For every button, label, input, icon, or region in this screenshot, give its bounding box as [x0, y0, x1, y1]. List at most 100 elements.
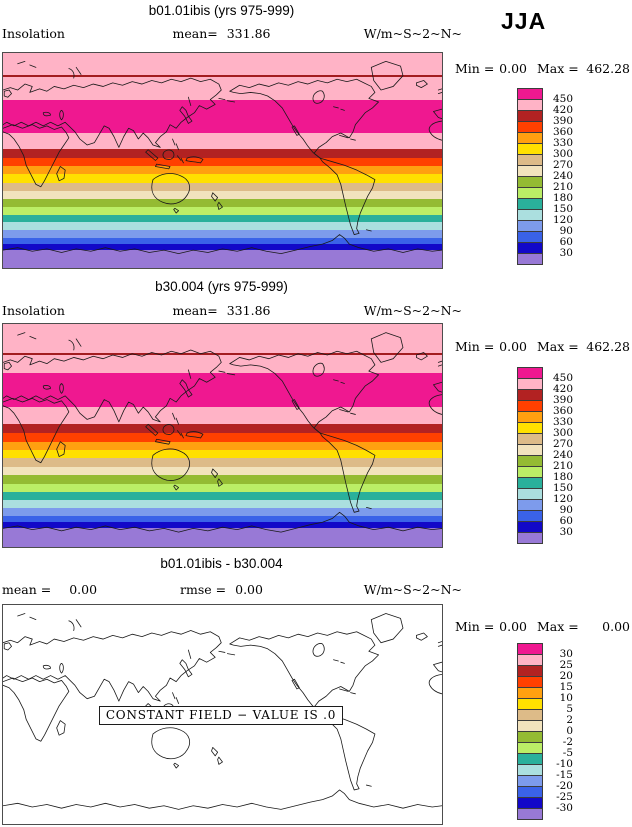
colorbar-level-label: -5 [562, 747, 573, 759]
min-value: 0.00 [499, 619, 527, 634]
min-label: Min = [455, 339, 495, 354]
colorbar-level-label: 60 [559, 236, 573, 248]
panel2-colorbar [517, 367, 543, 544]
min-label: Min = [455, 61, 495, 76]
panel1-title: b01.01ibis (yrs 975-999) [148, 3, 295, 18]
colorbar-level-label: 390 [552, 115, 573, 127]
latitude-band [3, 458, 442, 468]
panel3-map: CONSTANT FIELD − VALUE IS .0 [2, 604, 443, 825]
colorbar-level-label: 60 [559, 515, 573, 527]
latitude-band [3, 53, 442, 101]
panel1-stats-row: Insolation mean= 331.86 W/m~S~2~N~ [0, 26, 462, 41]
panel1-map [2, 52, 443, 269]
panel3-colorbar [517, 643, 543, 820]
panel1-mean: mean= 331.86 [172, 26, 271, 41]
colorbar-level-label: 120 [552, 493, 573, 505]
colorbar-level-label: 15 [559, 681, 573, 693]
panel2-colorbar-labels: 450 420 390 360 330 300 270 240 210 180 150 120 90 60… [541, 367, 573, 544]
latitude-band [3, 528, 442, 547]
latitude-band [3, 206, 442, 216]
latitude-band [3, 99, 442, 134]
latitude-band [3, 522, 442, 529]
colorbar-level-label: 390 [552, 394, 573, 406]
latitude-band [3, 324, 442, 374]
max-label: Max = [537, 619, 579, 634]
latitude-band [3, 483, 442, 493]
colorbar-level-label: -30 [556, 802, 573, 814]
colorbar-level-label: 450 [552, 372, 573, 384]
panel1-band-fill [3, 53, 442, 268]
latitude-band [3, 174, 442, 184]
colorbar-level-label: 0 [566, 725, 573, 737]
colorbar-level-label: 270 [552, 159, 573, 171]
colorbar-level-label: 20 [559, 670, 573, 682]
panel3-title: b01.01ibis - b30.004 [160, 556, 283, 571]
latitude-band [3, 166, 442, 176]
season-label: JJA [501, 8, 547, 34]
colorbar-level-label: 150 [552, 482, 573, 494]
latitude-band [3, 149, 442, 159]
colorbar-swatch [517, 253, 543, 265]
latitude-band [3, 491, 442, 501]
colorbar-level-label: 30 [559, 247, 573, 259]
latitude-band [3, 222, 442, 231]
panel2-minmax: Min = 0.00 Max = 462.28 [0, 339, 632, 354]
panel3-colorbar-labels: 30 25 20 15 10 5 2 0 -2 -5 -10 -15 -20 -25 -30 [541, 643, 573, 820]
colorbar-level-label: -15 [556, 769, 573, 781]
max-label: Max = [537, 339, 579, 354]
min-value: 0.00 [499, 339, 527, 354]
latitude-band [3, 243, 442, 251]
colorbar-level-label: 30 [559, 648, 573, 660]
colorbar-level-label: 210 [552, 181, 573, 193]
colorbar-level-label: 210 [552, 460, 573, 472]
contour-line [3, 352, 442, 355]
latitude-band [3, 190, 442, 200]
colorbar-level-label: -10 [556, 758, 573, 770]
colorbar-level-label: 240 [552, 449, 573, 461]
colorbar-level-label: -20 [556, 780, 573, 792]
panel2-coastlines [3, 332, 442, 533]
latitude-band [3, 423, 442, 434]
constant-field-note: CONSTANT FIELD − VALUE IS .0 [99, 706, 343, 725]
panel2-band-fill [3, 324, 442, 547]
min-value: 0.00 [499, 61, 527, 76]
panel3-units: W/m~S~2~N~ [363, 582, 462, 597]
colorbar-level-label: -25 [556, 791, 573, 803]
colorbar-level-label: 420 [552, 104, 573, 116]
contour-line [3, 74, 442, 77]
max-value: 462.28 [586, 61, 630, 76]
latitude-band [3, 466, 442, 477]
latitude-band [3, 198, 442, 208]
colorbar-level-label: 10 [559, 692, 573, 704]
panel2-map [2, 323, 443, 548]
latitude-band [3, 214, 442, 224]
panel3-mean: mean = 0.00 [2, 582, 98, 597]
colorbar-level-label: 330 [552, 137, 573, 149]
panel2-units: W/m~S~2~N~ [363, 303, 462, 318]
panel1-colorbar-labels: 450 420 390 360 330 300 270 240 210 180 150 120 90 60… [541, 88, 573, 265]
colorbar-level-label: 90 [559, 504, 573, 516]
latitude-band [3, 249, 442, 268]
latitude-band [3, 406, 442, 425]
colorbar-swatch [517, 808, 543, 820]
colorbar-swatch [517, 532, 543, 544]
colorbar-level-label: 30 [559, 526, 573, 538]
min-label: Min = [455, 619, 495, 634]
colorbar-level-label: 120 [552, 214, 573, 226]
colorbar-level-label: 450 [552, 93, 573, 105]
latitude-band [3, 158, 442, 167]
panel1-units: W/m~S~2~N~ [363, 26, 462, 41]
colorbar-level-label: 240 [552, 170, 573, 182]
panel2-mean: mean= 331.86 [172, 303, 271, 318]
colorbar-level-label: 150 [552, 203, 573, 215]
latitude-band [3, 449, 442, 460]
colorbar-level-label: 2 [566, 714, 573, 726]
panel3-rmse: rmse = 0.00 [180, 582, 263, 597]
latitude-band [3, 433, 442, 443]
colorbar-level-label: 180 [552, 192, 573, 204]
panel3-minmax: Min = 0.00 Max = 0.00 [0, 619, 632, 634]
colorbar-level-label: -2 [562, 736, 573, 748]
colorbar-level-label: 360 [552, 405, 573, 417]
latitude-band [3, 475, 442, 485]
